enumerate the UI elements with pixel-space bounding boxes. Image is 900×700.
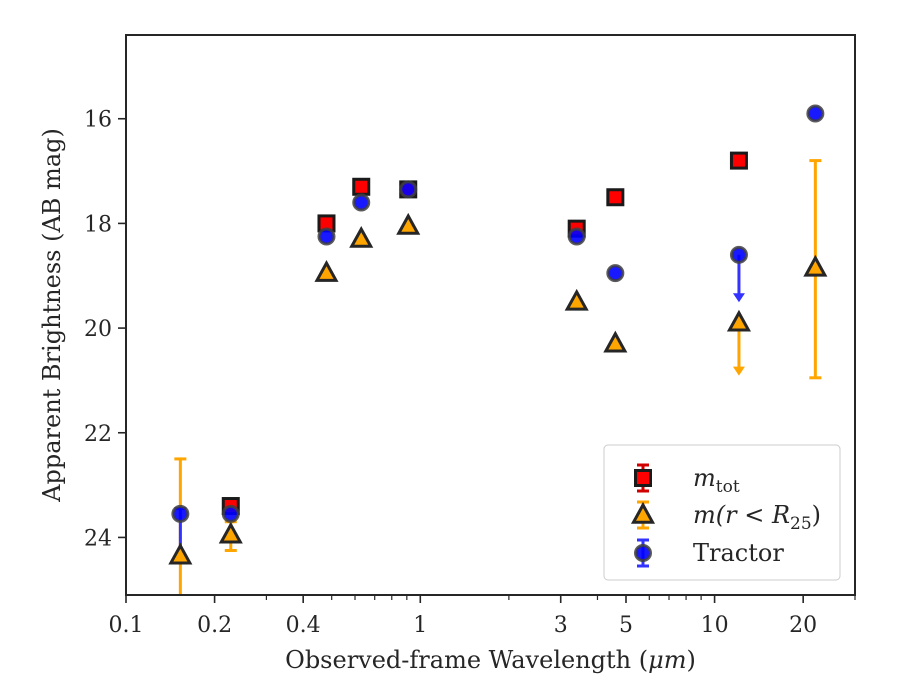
mr25-point [726, 309, 751, 332]
y-axis-label: Apparent Brightness (AB mag) [38, 128, 66, 503]
tractor-point [317, 227, 336, 246]
x-axis-label: Observed-frame Wavelength (μm) [285, 646, 696, 674]
x-tick-label: 1 [413, 613, 427, 638]
y-tick-label: 22 [84, 422, 112, 447]
mr25-point [803, 254, 828, 277]
tractor-point [352, 193, 371, 212]
mtot-point [352, 177, 371, 196]
legend-marker-tractor [634, 544, 652, 562]
legend-label-mr25: m(r < R25) [693, 501, 821, 534]
x-tick-label: 0.2 [197, 613, 232, 638]
tractor-point [729, 245, 748, 264]
legend-marker-mtot [634, 469, 652, 487]
legend-label-tractor: Tractor [693, 539, 784, 567]
y-tick-label: 18 [84, 212, 112, 237]
y-tick-label: 24 [84, 526, 112, 551]
tractor-point [171, 504, 190, 523]
tractor-point [399, 180, 418, 199]
y-tick-label: 20 [84, 317, 112, 342]
x-tick-label: 0.4 [286, 613, 321, 638]
mr25-point [349, 226, 374, 248]
legend-box [603, 444, 841, 581]
mr25-point [314, 260, 339, 282]
tractor-point [806, 104, 825, 123]
mr25-point [168, 542, 193, 565]
tractor-point [221, 504, 240, 523]
data-markers [168, 104, 828, 565]
x-tick-label: 3 [554, 613, 568, 638]
plot-frame [125, 34, 856, 596]
y-tick-label: 16 [84, 108, 112, 133]
x-tick-label: 20 [789, 613, 817, 638]
x-axis-ticks: 0.1 0.2 0.4 1 3 5 10 20 [109, 595, 856, 638]
legend-marker-mr25 [630, 501, 656, 524]
mtot-point [729, 151, 748, 170]
x-tick-label: 10 [701, 613, 729, 638]
mtot-point [606, 188, 625, 207]
legend: mtot m(r < R25) Tractor [603, 444, 841, 581]
mr25-point [603, 330, 628, 353]
y-axis-ticks: 16 18 20 22 24 [84, 108, 126, 551]
mr25-limit-arrowhead [732, 366, 745, 376]
tractor-point [567, 227, 586, 246]
tractor-point [606, 264, 625, 283]
legend-label-mtot: mtot [693, 464, 740, 497]
x-tick-label: 5 [619, 613, 633, 638]
mr25-point [396, 212, 421, 235]
mr25-point [218, 521, 243, 544]
tractor-limit-arrowhead [732, 293, 745, 303]
mr25-point [564, 288, 589, 311]
x-tick-label: 0.1 [109, 613, 144, 638]
